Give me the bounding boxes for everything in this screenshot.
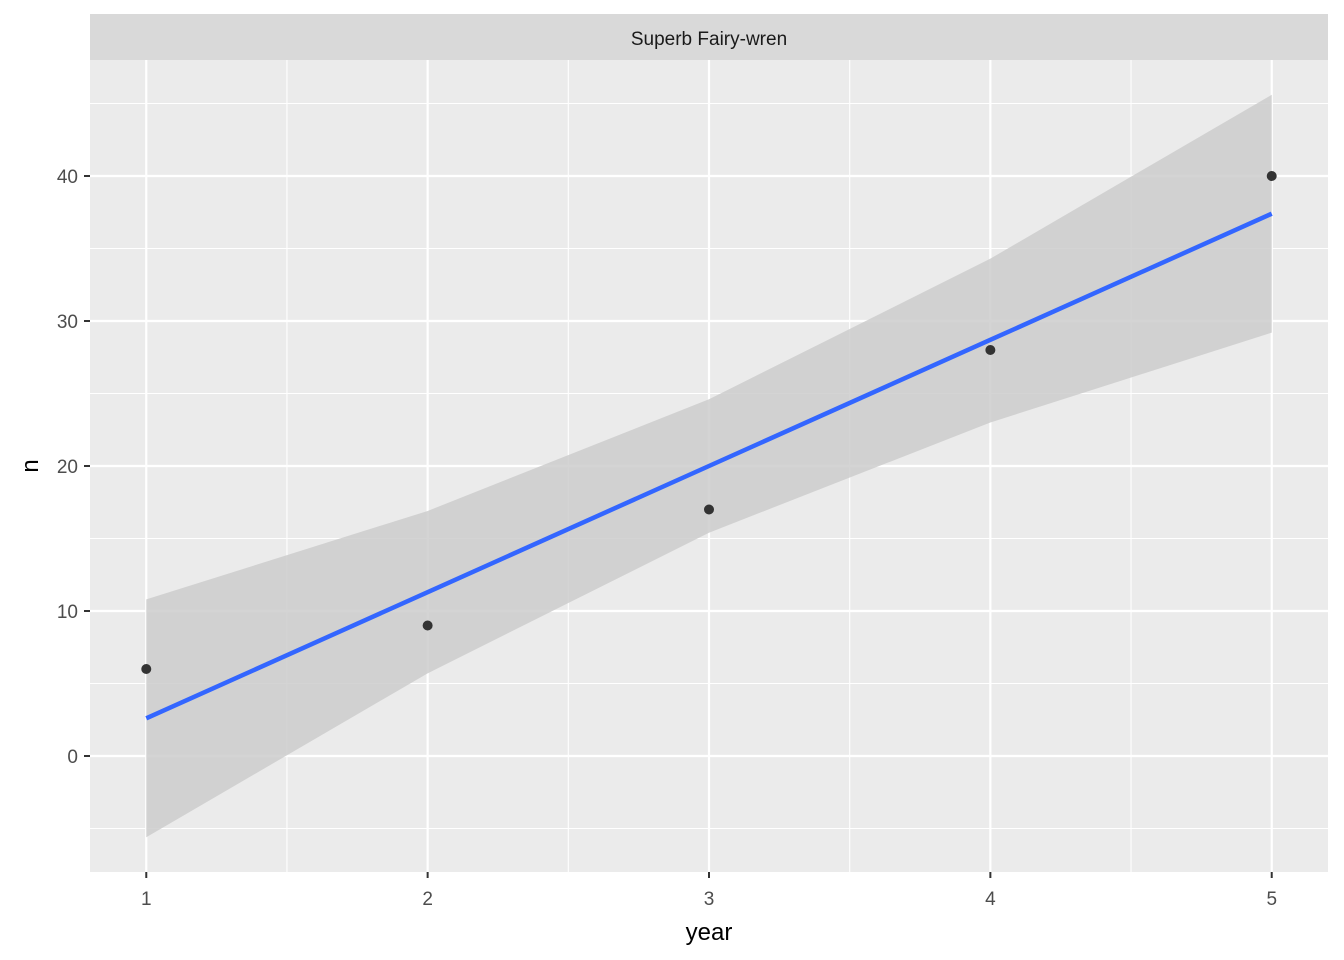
data-point [141, 664, 152, 674]
data-points [141, 171, 1277, 674]
y-axis: 0 10 20 30 40 [57, 167, 90, 768]
x-tick-label: 4 [985, 889, 996, 910]
y-tick-label: 40 [57, 167, 78, 188]
x-axis: 1 2 3 4 5 [141, 872, 1277, 910]
x-axis-title: year [686, 919, 733, 946]
data-point [704, 504, 714, 515]
data-point [1266, 171, 1277, 181]
data-point [422, 620, 433, 631]
facet-label: Superb Fairy-wren [631, 29, 787, 50]
regression-line [145, 211, 1273, 721]
x-tick-label: 2 [422, 889, 433, 910]
data-point [985, 345, 996, 355]
strip-background [90, 14, 1328, 60]
y-axis-title: n [17, 459, 44, 472]
y-tick-label: 0 [67, 747, 78, 768]
x-tick-label: 3 [704, 889, 715, 910]
y-tick-label: 30 [57, 312, 78, 333]
x-tick-label: 5 [1266, 889, 1277, 910]
x-tick-label: 1 [141, 889, 152, 910]
y-tick-label: 20 [57, 457, 78, 478]
y-tick-label: 10 [57, 602, 78, 623]
